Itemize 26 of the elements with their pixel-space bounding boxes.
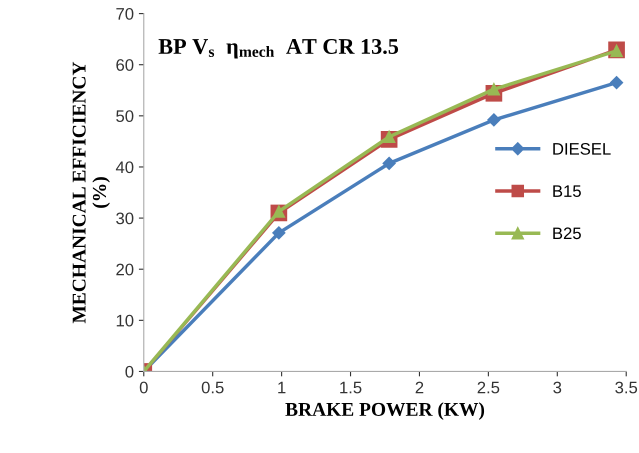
point xyxy=(487,113,500,127)
y-tick-label: 40 xyxy=(116,161,134,174)
x-tick-label: 1 xyxy=(278,382,286,394)
point xyxy=(272,226,286,240)
y-axis-title: MECHANICAL EFFICIENCY (%) xyxy=(72,62,110,324)
legend-label: B15 xyxy=(553,185,581,197)
y-tick-label: 0 xyxy=(125,366,134,378)
x-tick-label: 2 xyxy=(416,382,424,394)
x-tick-label: 2.5 xyxy=(478,382,500,394)
x-tick-label: 0 xyxy=(140,382,148,394)
point xyxy=(610,76,624,90)
y-tick-label: 20 xyxy=(116,264,134,276)
x-tick-label: 3 xyxy=(553,382,562,394)
y-tick-label: 30 xyxy=(116,212,134,224)
legend-label: B25 xyxy=(553,227,581,240)
x-axis-title: BRAKE POWER (KW) xyxy=(285,402,484,420)
legend-label: DIESEL xyxy=(553,142,611,155)
x-tick-label: 0.5 xyxy=(202,382,224,394)
y-tick-label: 60 xyxy=(116,59,134,71)
x-tick-label: 3.5 xyxy=(615,382,638,394)
x-tick-label: 1.5 xyxy=(340,382,362,394)
text: BP V$_{s}$ η$_{mech}$ AT CR 13.5 xyxy=(158,39,398,58)
y-tick-label: 50 xyxy=(116,110,134,122)
point xyxy=(382,156,396,170)
y-tick-label: 70 xyxy=(116,8,134,20)
y-tick-label: 10 xyxy=(116,314,134,327)
